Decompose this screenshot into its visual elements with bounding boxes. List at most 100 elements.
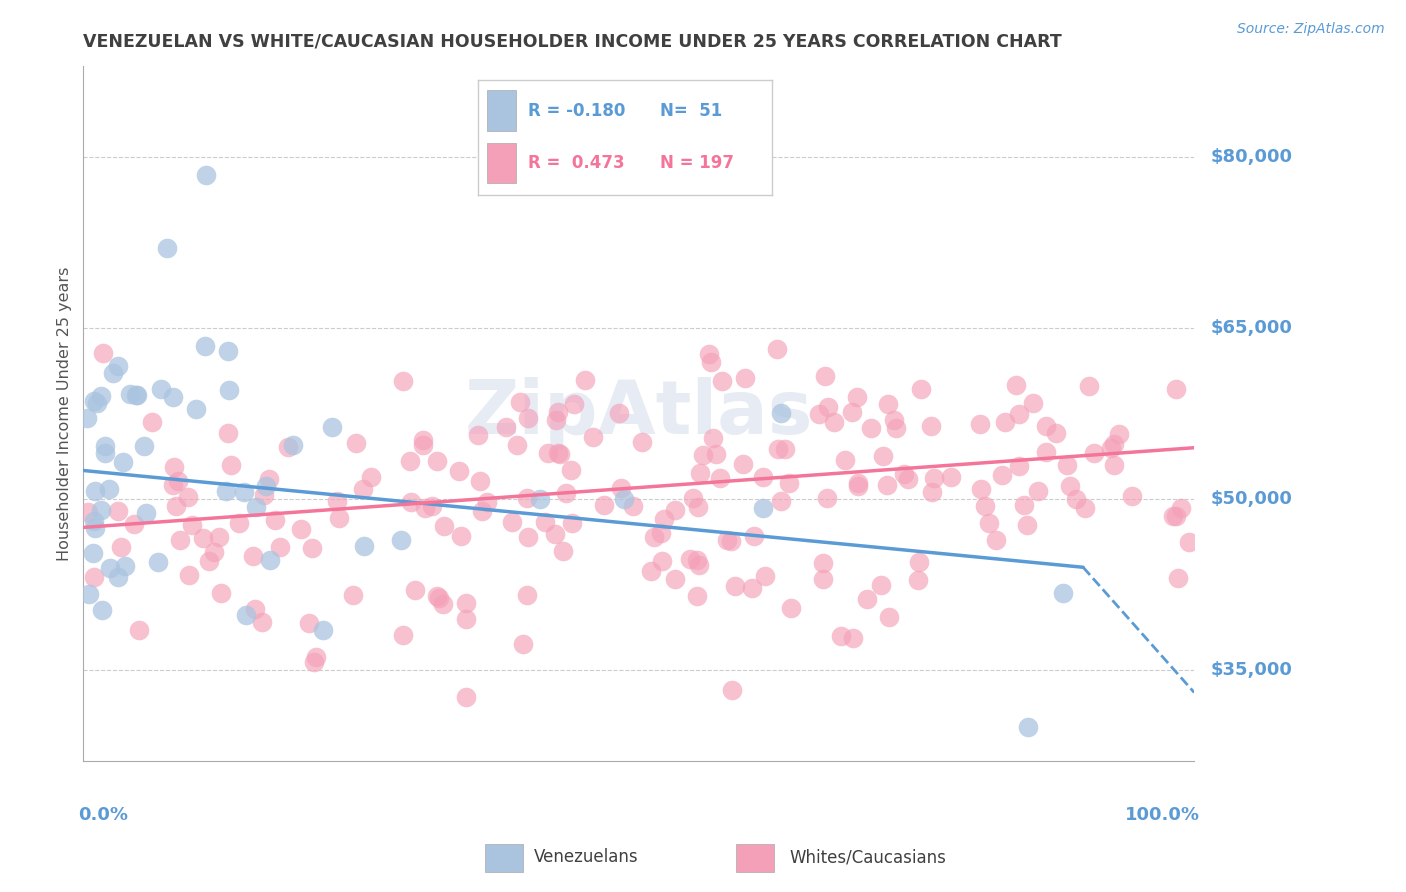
Point bbox=[553, 544, 575, 558]
Point bbox=[631, 435, 654, 450]
Text: ZipAtlas: ZipAtlas bbox=[464, 377, 813, 450]
Point bbox=[607, 406, 630, 420]
Point bbox=[195, 168, 218, 182]
Point bbox=[754, 569, 776, 583]
Point bbox=[1102, 458, 1125, 472]
Point bbox=[1170, 501, 1192, 516]
Point bbox=[512, 637, 534, 651]
Point bbox=[1008, 459, 1031, 474]
Point bbox=[468, 475, 491, 489]
Point bbox=[529, 491, 551, 506]
Point bbox=[180, 518, 202, 533]
Point bbox=[259, 553, 281, 567]
Point bbox=[162, 478, 184, 492]
Point bbox=[233, 484, 256, 499]
Point bbox=[77, 505, 100, 519]
Point bbox=[517, 530, 540, 544]
Point bbox=[640, 564, 662, 578]
Text: $80,000: $80,000 bbox=[1211, 148, 1294, 167]
Point bbox=[688, 558, 710, 572]
Point bbox=[328, 511, 350, 525]
Point bbox=[112, 455, 135, 469]
Point bbox=[352, 482, 374, 496]
Point bbox=[922, 471, 945, 485]
Point bbox=[990, 468, 1012, 483]
Point bbox=[413, 500, 436, 515]
Point bbox=[516, 491, 538, 506]
Point bbox=[475, 495, 498, 509]
Point bbox=[398, 454, 420, 468]
Point bbox=[1056, 458, 1078, 473]
Text: Venezuelans: Venezuelans bbox=[533, 848, 638, 866]
Point bbox=[907, 573, 929, 587]
Point bbox=[830, 629, 852, 643]
Bar bbox=[485, 845, 523, 872]
Point bbox=[811, 572, 834, 586]
Point bbox=[1164, 508, 1187, 523]
Point bbox=[555, 486, 578, 500]
Point bbox=[344, 435, 367, 450]
Point bbox=[94, 446, 117, 460]
Point bbox=[281, 438, 304, 452]
Point bbox=[643, 530, 665, 544]
Point bbox=[817, 400, 839, 414]
Point bbox=[742, 528, 765, 542]
Point bbox=[562, 397, 585, 411]
Text: VENEZUELAN VS WHITE/CAUCASIAN HOUSEHOLDER INCOME UNDER 25 YEARS CORRELATION CHAR: VENEZUELAN VS WHITE/CAUCASIAN HOUSEHOLDE… bbox=[83, 33, 1062, 51]
Point bbox=[277, 440, 299, 454]
Text: $65,000: $65,000 bbox=[1211, 319, 1292, 337]
Point bbox=[986, 533, 1008, 547]
Point bbox=[1059, 479, 1081, 493]
Y-axis label: Householder Income Under 25 years: Householder Income Under 25 years bbox=[58, 267, 72, 561]
Point bbox=[135, 506, 157, 520]
Point bbox=[97, 482, 120, 496]
Point bbox=[84, 521, 107, 535]
Point bbox=[312, 623, 335, 637]
Point bbox=[326, 493, 349, 508]
Point bbox=[877, 609, 900, 624]
Point bbox=[516, 588, 538, 602]
Point bbox=[977, 516, 1000, 530]
Point bbox=[83, 394, 105, 409]
Point bbox=[689, 466, 711, 480]
Point bbox=[392, 628, 415, 642]
Text: Source: ZipAtlas.com: Source: ZipAtlas.com bbox=[1237, 22, 1385, 37]
Point bbox=[94, 439, 117, 453]
Point bbox=[391, 374, 413, 388]
Point bbox=[90, 502, 112, 516]
Point bbox=[752, 500, 775, 515]
Point bbox=[321, 420, 343, 434]
Point bbox=[1017, 518, 1039, 533]
Point bbox=[150, 383, 173, 397]
Point bbox=[82, 546, 104, 560]
Point bbox=[706, 447, 728, 461]
Point bbox=[716, 533, 738, 547]
Point bbox=[593, 498, 616, 512]
Text: $50,000: $50,000 bbox=[1211, 490, 1292, 508]
Point bbox=[432, 518, 454, 533]
Point bbox=[841, 631, 863, 645]
Point bbox=[613, 492, 636, 507]
Point bbox=[679, 552, 702, 566]
Point bbox=[1064, 492, 1087, 507]
Point bbox=[884, 421, 907, 435]
Text: 100.0%: 100.0% bbox=[1125, 806, 1199, 824]
Point bbox=[245, 602, 267, 616]
Point bbox=[166, 474, 188, 488]
Point bbox=[449, 464, 471, 478]
Point bbox=[302, 655, 325, 669]
Point bbox=[242, 549, 264, 563]
Point bbox=[495, 420, 517, 434]
Point bbox=[766, 342, 789, 356]
Point bbox=[560, 463, 582, 477]
Point bbox=[162, 390, 184, 404]
Point bbox=[264, 513, 287, 527]
Point bbox=[103, 366, 125, 380]
Point bbox=[752, 470, 775, 484]
Point bbox=[534, 515, 557, 529]
Point bbox=[811, 556, 834, 570]
Point bbox=[651, 554, 673, 568]
Point bbox=[169, 533, 191, 548]
Point bbox=[682, 491, 704, 505]
Point bbox=[301, 541, 323, 555]
